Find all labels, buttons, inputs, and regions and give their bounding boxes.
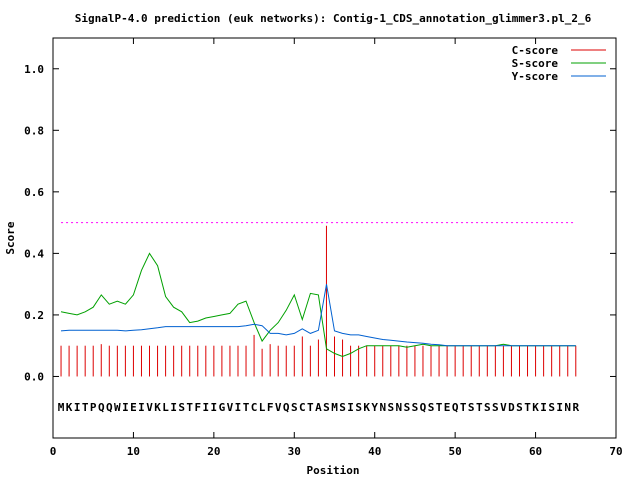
sequence-letter: V bbox=[500, 401, 507, 414]
sequence-letter: K bbox=[154, 401, 161, 414]
sequence-letter: C bbox=[251, 401, 258, 414]
sequence-letter: T bbox=[436, 401, 443, 414]
sequence-letter: V bbox=[275, 401, 282, 414]
sequence-letter: D bbox=[508, 401, 515, 414]
x-tick-label: 60 bbox=[529, 445, 542, 458]
sequence-letter: E bbox=[444, 401, 451, 414]
chart-title: SignalP-4.0 prediction (euk networks): C… bbox=[75, 12, 592, 25]
sequence-letter: I bbox=[347, 401, 354, 414]
y-tick-label: 0.6 bbox=[24, 186, 44, 199]
sequence-letter: Q bbox=[452, 401, 459, 414]
sequence-letter: Y bbox=[371, 401, 378, 414]
y-tick-label: 1.0 bbox=[24, 63, 44, 76]
legend-label: S-score bbox=[512, 57, 559, 70]
sequence-letter: T bbox=[524, 401, 531, 414]
sequence-letter: I bbox=[74, 401, 81, 414]
sequence-letter: T bbox=[307, 401, 314, 414]
series-layer bbox=[60, 225, 577, 377]
y-tick-label: 0.0 bbox=[24, 370, 44, 383]
sequence-letter: L bbox=[162, 401, 169, 414]
sequence-letter: S bbox=[428, 401, 435, 414]
sequence-letter: S bbox=[355, 401, 362, 414]
x-tick-label: 50 bbox=[449, 445, 462, 458]
sequence-letter: V bbox=[146, 401, 153, 414]
sequence-letter: I bbox=[122, 401, 129, 414]
sequence-letter: M bbox=[58, 401, 65, 414]
sequence-letter: T bbox=[186, 401, 193, 414]
sequence-letter: K bbox=[363, 401, 370, 414]
sequence-letter: S bbox=[548, 401, 555, 414]
sequence-letter: T bbox=[460, 401, 467, 414]
sequence-letter: T bbox=[476, 401, 483, 414]
y-score-line bbox=[60, 284, 576, 347]
sequence-letter: N bbox=[379, 401, 386, 414]
sequence-letter: Q bbox=[106, 401, 113, 414]
sequence-letter: W bbox=[114, 401, 121, 414]
sequence-letter: I bbox=[203, 401, 210, 414]
sequence-letter: V bbox=[227, 401, 234, 414]
y-tick-label: 0.8 bbox=[24, 124, 44, 137]
sequence-letter: S bbox=[404, 401, 411, 414]
y-tick-label: 0.4 bbox=[24, 247, 44, 260]
sequence-letter: N bbox=[396, 401, 403, 414]
y-axis: 0.0 0.2 0.4 0.6 0.8 1.0 bbox=[24, 63, 616, 383]
sequence-letter: S bbox=[468, 401, 475, 414]
sequence-letter: K bbox=[532, 401, 539, 414]
x-tick-label: 10 bbox=[127, 445, 140, 458]
sequence-letter: E bbox=[130, 401, 137, 414]
sequence-letter: L bbox=[259, 401, 266, 414]
sequence-letter: Q bbox=[420, 401, 427, 414]
sequence-letter: N bbox=[564, 401, 571, 414]
x-axis-label: Position bbox=[307, 464, 360, 477]
sequence-letter: S bbox=[516, 401, 523, 414]
sequence-letter: F bbox=[194, 401, 201, 414]
sequence-letter: K bbox=[66, 401, 73, 414]
sequence-letter: S bbox=[387, 401, 394, 414]
sequence-letter: S bbox=[492, 401, 499, 414]
sequence-letter: Q bbox=[98, 401, 105, 414]
x-tick-label: 40 bbox=[368, 445, 381, 458]
sequence-letter: S bbox=[412, 401, 419, 414]
x-tick-label: 30 bbox=[288, 445, 301, 458]
sequence-letter: S bbox=[178, 401, 185, 414]
sequence-letter: S bbox=[484, 401, 491, 414]
sequence-letter: A bbox=[315, 401, 322, 414]
sequence-letter: I bbox=[170, 401, 177, 414]
sequence-letter: R bbox=[572, 401, 579, 414]
sequence-letter: T bbox=[243, 401, 250, 414]
sequence-letter: F bbox=[267, 401, 274, 414]
sequence-letter: M bbox=[331, 401, 338, 414]
sequence-letter: I bbox=[211, 401, 218, 414]
sequence-letter: Q bbox=[283, 401, 290, 414]
x-tick-label: 70 bbox=[609, 445, 622, 458]
sequence-letter: S bbox=[323, 401, 330, 414]
sequence-letter: S bbox=[339, 401, 346, 414]
sequence-letter: S bbox=[291, 401, 298, 414]
sequence-letter: I bbox=[138, 401, 145, 414]
plot-frame bbox=[52, 37, 617, 439]
y-axis-label: Score bbox=[4, 221, 17, 254]
sequence-letter: C bbox=[299, 401, 306, 414]
sequence-letter: I bbox=[556, 401, 563, 414]
x-tick-label: 0 bbox=[50, 445, 57, 458]
sequence-letter: T bbox=[82, 401, 89, 414]
y-tick-label: 0.2 bbox=[24, 309, 44, 322]
x-axis: 0 10 20 30 40 50 60 70 bbox=[50, 38, 623, 458]
x-tick-label: 20 bbox=[207, 445, 220, 458]
sequence-letter: P bbox=[90, 401, 97, 414]
legend-label: C-score bbox=[512, 44, 559, 57]
legend-label: Y-score bbox=[512, 70, 559, 83]
sequence-letter: G bbox=[219, 401, 226, 414]
sequence-letter: I bbox=[235, 401, 242, 414]
sequence-letter: I bbox=[540, 401, 547, 414]
